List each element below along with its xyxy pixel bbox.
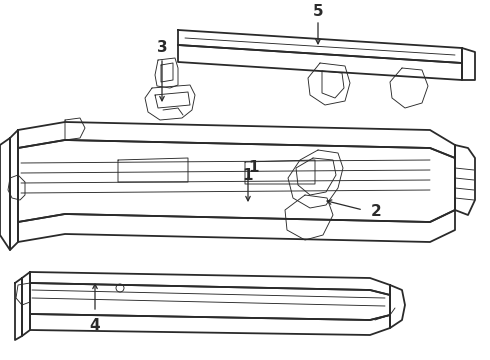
Text: 5: 5: [313, 4, 323, 19]
Text: 1: 1: [248, 160, 259, 175]
Text: 4: 4: [90, 318, 100, 333]
Text: 3: 3: [157, 40, 167, 55]
Text: 1: 1: [243, 167, 253, 183]
Text: 2: 2: [370, 204, 381, 220]
